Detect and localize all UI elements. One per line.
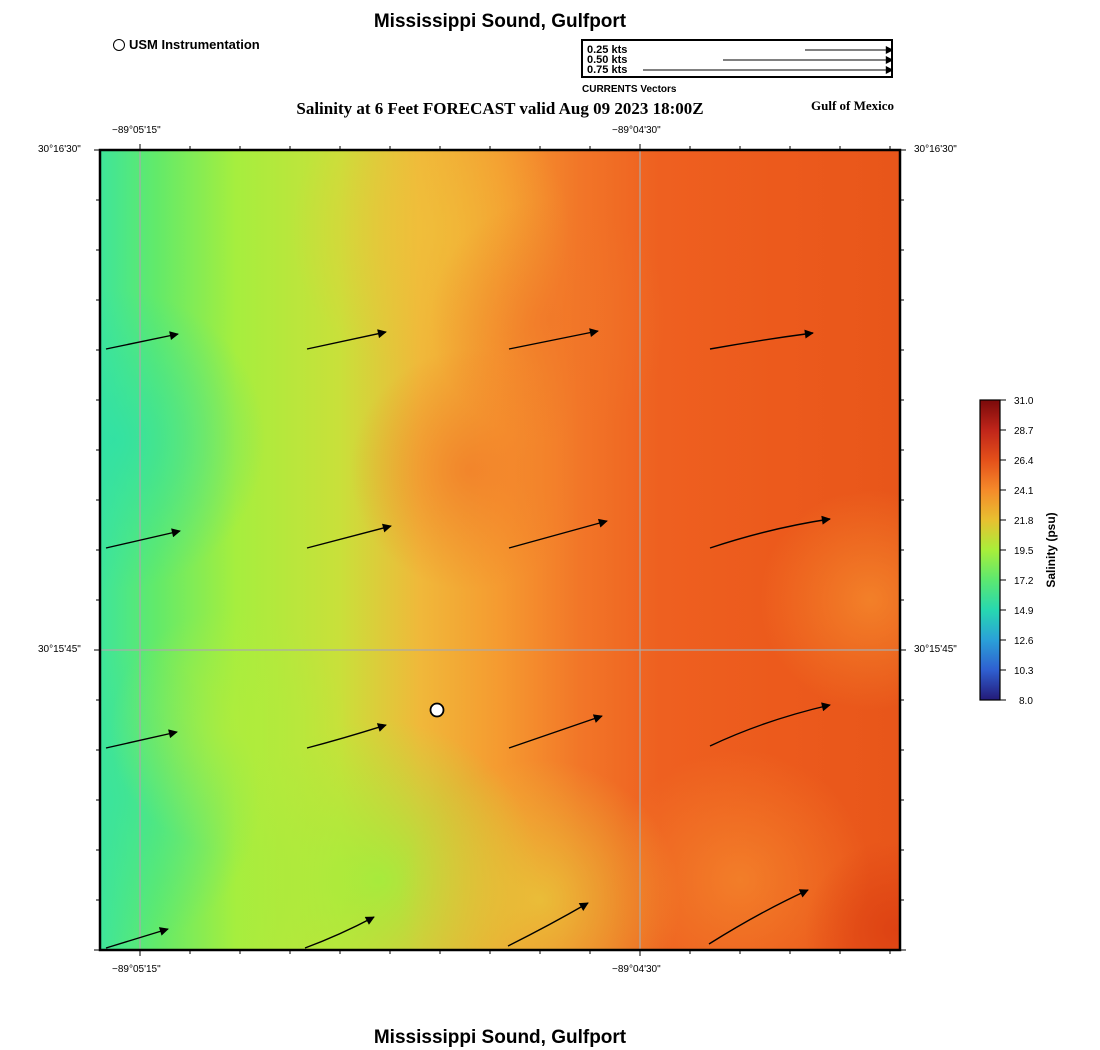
map-title-bottom: Mississippi Sound, Gulfport bbox=[373, 1027, 627, 1048]
colorbar-tick-label: 24.1 bbox=[1014, 486, 1034, 497]
current-vector-arrow bbox=[709, 329, 814, 350]
lon-tick-top-left: −89°05'15" bbox=[112, 125, 161, 136]
lat-tick-right-mid: 30°15'45" bbox=[914, 644, 957, 655]
lon-tick-top-right: −89°04'30" bbox=[612, 125, 661, 136]
salinity-field bbox=[100, 150, 900, 950]
vector-legend-box: 0.25 kts 0.50 kts 0.75 kts bbox=[581, 39, 893, 78]
instrument-circle-icon bbox=[113, 38, 125, 51]
colorbar-tick-label: 26.4 bbox=[1014, 456, 1034, 467]
colorbar-tick-label: 28.7 bbox=[1014, 426, 1034, 437]
current-vectors bbox=[105, 328, 831, 949]
lon-tick-bottom-left: −89°05'15" bbox=[112, 964, 161, 975]
lat-tick-right-top: 30°16'30" bbox=[914, 144, 957, 155]
salinity-colorbar: 31.0 28.7 26.4 24.1 21.8 19.5 17.2 14.9 … bbox=[979, 396, 1058, 707]
colorbar-scale bbox=[979, 399, 1001, 701]
instrument-legend: USM Instrumentation bbox=[113, 37, 260, 52]
lat-tick-left-mid: 30°15'45" bbox=[38, 644, 81, 655]
current-vector-arrow bbox=[105, 331, 179, 350]
current-vector-arrow bbox=[306, 723, 387, 749]
current-vector-arrow bbox=[306, 329, 387, 350]
vector-legend-caption: CURRENTS Vectors bbox=[582, 84, 677, 95]
instrument-legend-label: USM Instrumentation bbox=[129, 37, 260, 52]
current-vector-arrow bbox=[304, 916, 375, 949]
map-subtitle: Salinity at 6 Feet FORECAST valid Aug 09… bbox=[296, 99, 704, 118]
current-vector-arrow bbox=[105, 528, 181, 549]
vector-legend-arrows bbox=[643, 46, 891, 74]
current-vector-arrow bbox=[709, 515, 831, 549]
current-vector-arrow bbox=[508, 714, 603, 749]
colorbar-tick-label: 10.3 bbox=[1014, 666, 1034, 677]
usm-instrument-station-marker[interactable] bbox=[429, 702, 445, 718]
colorbar-tick-label: 17.2 bbox=[1014, 576, 1034, 587]
lat-tick-left-top: 30°16'30" bbox=[38, 144, 81, 155]
vector-legend-entry: 0.75 kts bbox=[587, 64, 628, 76]
colorbar-title: Salinity (psu) bbox=[1044, 512, 1058, 587]
current-vector-arrow bbox=[507, 902, 589, 947]
colorbar-tick-label: 12.6 bbox=[1014, 636, 1034, 647]
current-vector-arrow bbox=[105, 927, 169, 949]
vector-legend-entry: 0.50 kts bbox=[587, 54, 628, 66]
current-vector-arrow bbox=[709, 702, 831, 747]
map-title: Mississippi Sound, Gulfport bbox=[373, 11, 627, 32]
map-gridlines bbox=[100, 150, 900, 950]
colorbar-tick-label: 8.0 bbox=[1019, 696, 1033, 707]
colorbar-tick-label: 19.5 bbox=[1014, 546, 1034, 557]
lon-tick-bottom-right: −89°04'30" bbox=[612, 964, 661, 975]
current-vector-arrow bbox=[508, 518, 608, 549]
colorbar-tick-label: 31.0 bbox=[1014, 396, 1034, 407]
vector-legend-entry: 0.25 kts bbox=[587, 44, 628, 56]
map-frame-ticks bbox=[94, 144, 906, 956]
region-label: Gulf of Mexico bbox=[811, 98, 895, 113]
colorbar-tick-label: 14.9 bbox=[1014, 606, 1034, 617]
current-vector-arrow bbox=[306, 523, 392, 549]
current-vector-arrow bbox=[508, 328, 599, 350]
current-vector-arrow bbox=[105, 729, 178, 749]
current-vector-arrow bbox=[708, 889, 809, 945]
colorbar-tick-label: 21.8 bbox=[1014, 516, 1034, 527]
